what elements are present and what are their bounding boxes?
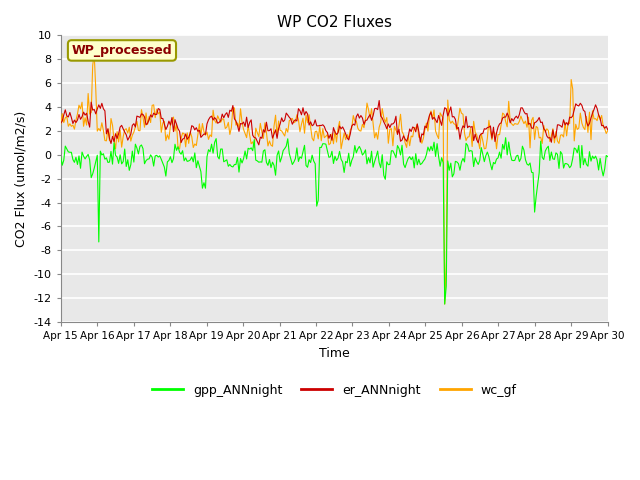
Y-axis label: CO2 Flux (umol/m2/s): CO2 Flux (umol/m2/s) xyxy=(15,110,28,247)
Text: WP_processed: WP_processed xyxy=(72,44,172,57)
X-axis label: Time: Time xyxy=(319,347,349,360)
Title: WP CO2 Fluxes: WP CO2 Fluxes xyxy=(276,15,392,30)
Legend: gpp_ANNnight, er_ANNnight, wc_gf: gpp_ANNnight, er_ANNnight, wc_gf xyxy=(147,379,522,402)
